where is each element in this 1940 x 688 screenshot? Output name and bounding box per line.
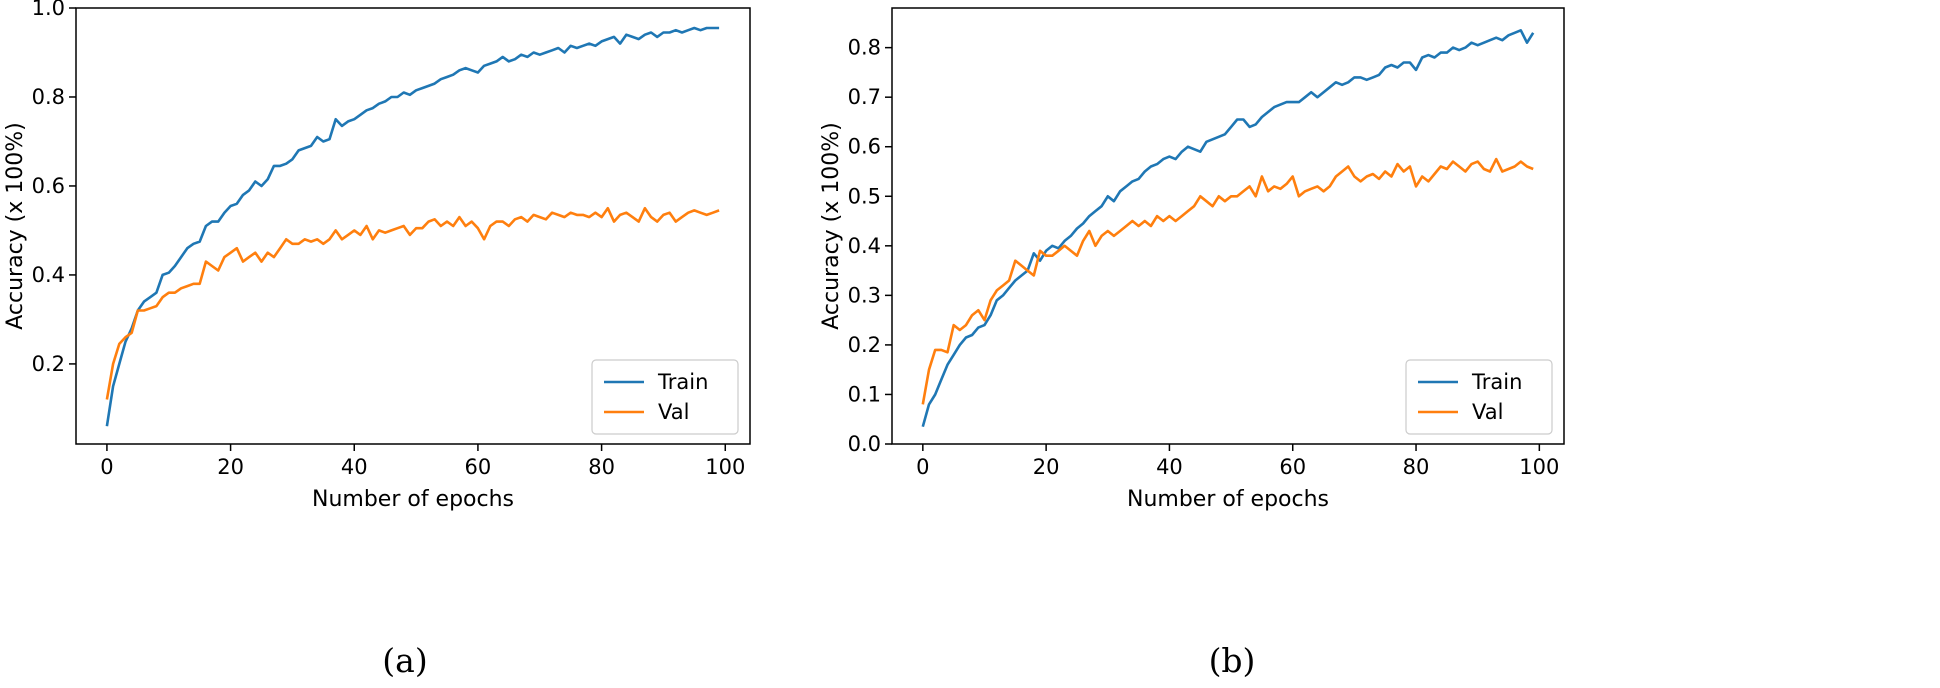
x-tick-label: 60	[465, 455, 492, 479]
x-tick-label: 0	[916, 455, 929, 479]
y-axis-label: Accuracy (x 100%)	[819, 122, 844, 330]
series-line-val	[105, 206, 720, 400]
y-tick-label: 0.7	[848, 85, 881, 109]
x-tick-label: 40	[341, 455, 368, 479]
legend: Train Val	[591, 359, 739, 435]
series-line-train	[921, 28, 1535, 428]
x-tick-label: 100	[705, 455, 745, 479]
x-tick-label: 20	[217, 455, 244, 479]
y-tick-label: 0.4	[848, 234, 881, 258]
x-tick-label: 100	[1519, 455, 1559, 479]
figure-caption: (a)	[382, 641, 427, 680]
legend-label-train: Train	[657, 370, 708, 394]
y-tick-label: 0.1	[848, 382, 881, 406]
y-tick-label: 0.3	[848, 283, 881, 307]
y-tick-label: 0.8	[848, 36, 881, 60]
y-tick-label: 0.8	[32, 85, 65, 109]
y-tick-label: 0.2	[32, 352, 65, 376]
y-tick-label: 0.6	[848, 135, 881, 159]
legend-box	[591, 359, 739, 435]
chart-panel-b: 0 20 40 60 80 100 0.0 0.1 0.2 0.3 0.4 0.5 0.6 0.7 0.8 N…	[819, 7, 1565, 680]
x-tick-label: 60	[1279, 455, 1306, 479]
y-tick-label: 0.2	[848, 333, 881, 357]
x-tick-label: 80	[1403, 455, 1430, 479]
series-line-val	[921, 157, 1534, 405]
x-tick-label: 40	[1156, 455, 1183, 479]
y-tick-label: 0.4	[32, 263, 65, 287]
x-tick-label: 20	[1033, 455, 1060, 479]
x-tick-label: 80	[588, 455, 615, 479]
plot-frame	[891, 7, 1565, 445]
x-axis-label: Number of epochs	[312, 487, 514, 512]
y-tick-label: 0.0	[848, 432, 881, 456]
legend-box	[1405, 359, 1553, 435]
legend-label-train: Train	[1471, 370, 1522, 394]
legend-label-val: Val	[1472, 400, 1503, 424]
chart-panel-a: 0 20 40 60 80 100 0.2 0.4 0.6 0.8 1.0 Number of epo…	[3, 0, 751, 680]
legend-label-val: Val	[658, 400, 689, 424]
legend: Train Val	[1405, 359, 1553, 435]
y-tick-label: 0.5	[848, 184, 881, 208]
y-axis-label: Accuracy (x 100%)	[3, 122, 28, 330]
series-line-train	[105, 26, 720, 427]
x-tick-label: 0	[100, 455, 113, 479]
figure-caption: (b)	[1209, 641, 1256, 680]
y-tick-label: 1.0	[32, 0, 65, 20]
plot-frame	[75, 7, 751, 445]
y-tick-label: 0.6	[32, 174, 65, 198]
x-axis-label: Number of epochs	[1127, 487, 1329, 512]
